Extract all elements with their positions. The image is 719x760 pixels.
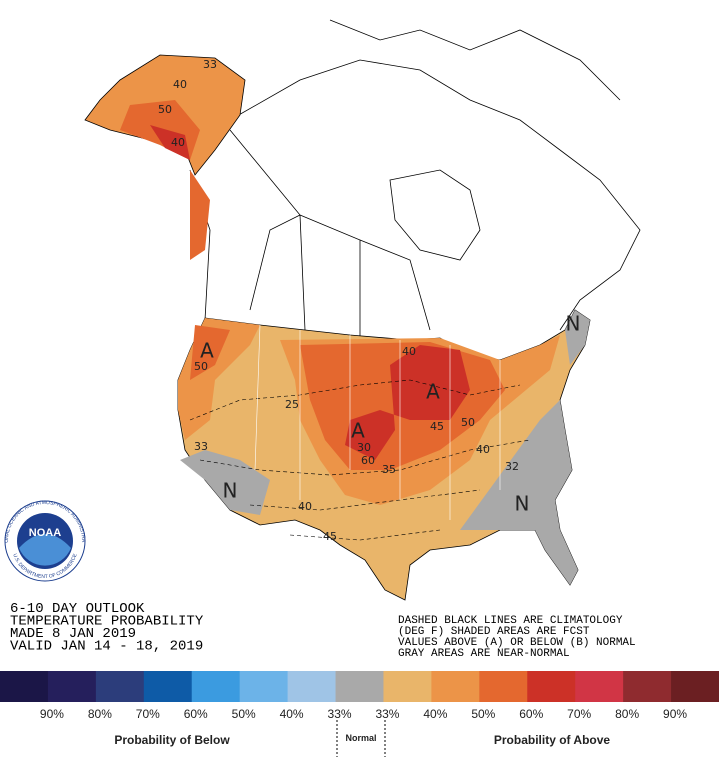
shade-60-central xyxy=(345,345,470,460)
map-label: 60 xyxy=(361,454,375,467)
legend-label: 80% xyxy=(88,707,112,721)
legend-swatch xyxy=(0,671,49,702)
note-line: GRAY AREAS ARE NEAR-NORMAL xyxy=(398,648,570,660)
map-label: N xyxy=(566,312,581,336)
legend-label: 90% xyxy=(40,707,64,721)
title-line: TEMPERATURE PROBABILITY xyxy=(10,614,204,630)
isotherm xyxy=(199,439,531,476)
map-label: 50 xyxy=(461,416,475,429)
legend-label: 80% xyxy=(615,707,639,721)
map-label: 32 xyxy=(505,460,519,473)
map-label: 40 xyxy=(173,78,187,91)
note-line: (DEG F) SHADED AREAS ARE FCST xyxy=(398,626,590,638)
near-normal-se xyxy=(460,400,578,585)
near-normal-ne xyxy=(565,310,590,365)
alaska-60 xyxy=(150,125,190,160)
title-line: MADE 8 JAN 2019 xyxy=(10,626,136,642)
logo-wave xyxy=(19,534,71,566)
legend-label: 90% xyxy=(663,707,687,721)
map-label: 45 xyxy=(323,530,337,543)
near-normal-sw xyxy=(180,450,270,515)
logo-name: NOAA xyxy=(29,527,61,539)
map-label: 50 xyxy=(194,360,208,373)
normal-label: Normal xyxy=(345,733,376,743)
legend-label: 33% xyxy=(328,707,352,721)
map-label: 40 xyxy=(402,345,416,358)
map-label: A xyxy=(200,339,214,363)
legend-swatch xyxy=(143,671,193,702)
map-label: N xyxy=(515,492,530,516)
state-line xyxy=(254,324,501,520)
legend-label: 40% xyxy=(280,707,304,721)
legend-label: 70% xyxy=(567,707,591,721)
legend-label: 60% xyxy=(184,707,208,721)
legend-swatch xyxy=(383,671,432,702)
map-label: A xyxy=(426,380,440,404)
legend-swatch xyxy=(479,671,528,702)
map-label: 40 xyxy=(298,500,312,513)
title-line: VALID JAN 14 - 18, 2019 xyxy=(10,639,203,655)
legend-label: 70% xyxy=(136,707,160,721)
map-label: A xyxy=(351,419,365,443)
map-label: 45 xyxy=(430,420,444,433)
map-label: 50 xyxy=(158,103,172,116)
arctic-islands xyxy=(329,19,621,101)
legend-swatch xyxy=(47,671,97,702)
map-label: 33 xyxy=(203,58,217,71)
legend-swatch xyxy=(95,671,145,702)
isotherm xyxy=(249,489,481,511)
map-label: 25 xyxy=(285,398,299,411)
title-line: 6-10 DAY OUTLOOK xyxy=(10,601,145,617)
notes-block: DASHED BLACK LINES ARE CLIMATOLOGY(DEG F… xyxy=(398,615,636,660)
legend-swatch xyxy=(431,671,480,702)
state-lines xyxy=(254,324,501,520)
legend: 90% 80% 70% 60% 50% 40% 33% 33% 40% 50% 60% 70% 80% 9… xyxy=(0,671,719,721)
above-label: Probability of Above xyxy=(494,733,611,747)
map-label: 40 xyxy=(171,136,185,149)
legend-label: 40% xyxy=(423,707,447,721)
legend-label: 33% xyxy=(375,707,399,721)
map-label: 30 xyxy=(357,441,371,454)
legend-swatch xyxy=(527,671,576,702)
climatology-lines xyxy=(189,379,531,541)
legend-label: 60% xyxy=(519,707,543,721)
legend-swatch xyxy=(287,671,337,702)
legend-swatch xyxy=(575,671,624,702)
below-label: Probability of Below xyxy=(114,733,230,747)
map-label: 35 xyxy=(382,463,396,476)
legend-swatch xyxy=(191,671,241,702)
panhandle xyxy=(190,170,210,260)
hudson-bay xyxy=(389,169,481,261)
shade-50-west xyxy=(190,325,230,380)
coast xyxy=(229,59,641,331)
map-label: 40 xyxy=(476,443,490,456)
legend-swatch xyxy=(623,671,672,702)
map-label: 33 xyxy=(194,440,208,453)
legend-swatch xyxy=(671,671,719,702)
provinces xyxy=(229,129,431,340)
legend-swatch xyxy=(239,671,289,702)
map-label: N xyxy=(223,479,238,503)
legend-label: 50% xyxy=(232,707,256,721)
note-line: VALUES ABOVE (A) OR BELOW (B) NORMAL xyxy=(398,637,636,649)
note-line: DASHED BLACK LINES ARE CLIMATOLOGY xyxy=(398,615,623,627)
legend-label: 50% xyxy=(471,707,495,721)
legend-swatch xyxy=(335,671,384,702)
isotherm xyxy=(289,529,441,541)
